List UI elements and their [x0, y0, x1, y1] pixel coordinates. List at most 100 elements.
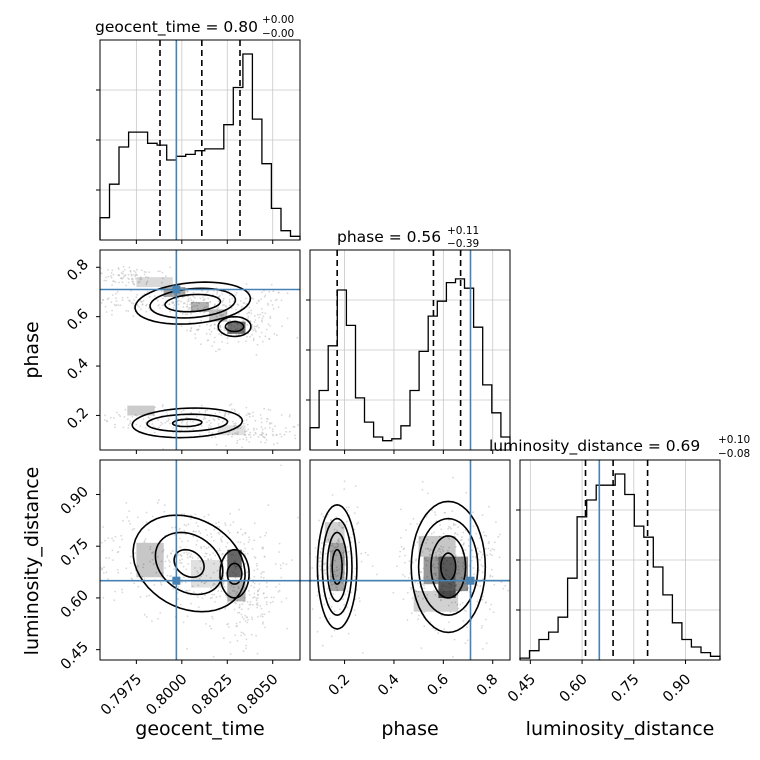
sample-point — [442, 550, 445, 553]
sample-point — [440, 555, 442, 557]
title-phase-minus: −0.39 — [447, 238, 479, 250]
sample-point — [245, 340, 247, 342]
sample-point — [343, 603, 346, 606]
sample-point — [225, 445, 227, 447]
sample-point — [236, 599, 239, 602]
density-cell — [438, 556, 456, 598]
x-axis-label-phase: phase — [381, 718, 438, 740]
sample-point — [135, 296, 138, 299]
sample-point — [324, 572, 326, 575]
sample-point — [288, 430, 291, 433]
sample-point — [267, 304, 270, 306]
sample-point — [148, 594, 151, 597]
sample-point — [198, 577, 201, 580]
sample-point — [427, 560, 429, 562]
sample-point — [173, 568, 176, 570]
sample-point — [222, 582, 225, 585]
sample-point — [259, 414, 262, 416]
x-tick-label: 0.4 — [375, 672, 403, 700]
sample-point — [480, 627, 483, 629]
sample-point — [151, 559, 154, 561]
contour-line — [131, 407, 244, 439]
sample-point — [434, 581, 436, 584]
sample-point — [181, 558, 184, 561]
sample-point — [183, 530, 186, 532]
sample-point — [203, 545, 206, 548]
sample-point — [218, 411, 221, 414]
sample-point — [434, 551, 437, 554]
sample-point — [121, 272, 124, 275]
sample-point — [280, 567, 282, 570]
sample-point — [499, 533, 501, 536]
sample-point — [245, 419, 248, 421]
sample-point — [138, 277, 141, 280]
sample-point — [208, 431, 211, 434]
sample-point — [239, 438, 241, 441]
sample-point — [346, 509, 349, 512]
sample-point — [238, 606, 241, 609]
sample-point — [453, 638, 456, 641]
sample-point — [478, 550, 481, 552]
sample-point — [443, 628, 445, 631]
sample-point — [105, 571, 108, 574]
sample-point — [229, 592, 231, 595]
sample-point — [207, 546, 210, 548]
sample-point — [234, 410, 237, 413]
sample-point — [353, 512, 356, 514]
sample-point — [185, 589, 188, 592]
sample-point — [199, 297, 202, 300]
sample-point — [353, 528, 356, 531]
sample-point — [245, 638, 248, 641]
contour-line — [146, 413, 229, 433]
sample-point — [344, 560, 347, 562]
sample-point — [481, 514, 484, 516]
sample-point — [142, 418, 145, 421]
sample-point — [398, 555, 401, 558]
sample-point — [186, 329, 188, 332]
sample-point — [335, 516, 338, 519]
sample-point — [245, 430, 248, 432]
histogram-geocent_time — [99, 53, 301, 240]
sample-point — [122, 265, 125, 268]
sample-point — [216, 293, 218, 295]
x-tick-label: 0.7975 — [98, 672, 145, 719]
sample-point — [246, 423, 249, 426]
sample-point — [262, 592, 265, 595]
sample-point — [461, 536, 463, 538]
sample-point — [429, 548, 432, 551]
sample-point — [420, 647, 423, 649]
sample-point — [216, 549, 219, 552]
contour-line — [224, 320, 245, 333]
sample-point — [264, 427, 267, 430]
sample-point — [135, 423, 138, 426]
sample-point — [269, 423, 271, 425]
y-tick-label: 0.90 — [58, 484, 92, 518]
sample-point — [156, 501, 159, 504]
sample-point — [481, 598, 484, 601]
sample-point — [208, 625, 211, 627]
sample-point — [297, 516, 299, 519]
sample-point — [461, 552, 464, 555]
sample-point — [331, 494, 334, 496]
sample-point — [335, 542, 338, 545]
sample-point — [339, 608, 341, 611]
sample-point — [211, 345, 214, 347]
sample-point — [225, 603, 228, 605]
sample-point — [265, 434, 268, 436]
sample-point — [239, 427, 242, 429]
sample-point — [249, 319, 252, 322]
sample-point — [463, 568, 465, 570]
sample-point — [466, 639, 469, 642]
sample-point — [162, 277, 164, 280]
sample-point — [122, 426, 125, 429]
sample-point — [471, 559, 473, 562]
sample-point — [147, 276, 150, 279]
sample-point — [460, 556, 463, 559]
sample-point — [481, 624, 484, 627]
sample-point — [194, 296, 196, 299]
sample-point — [244, 430, 247, 433]
sample-point — [133, 283, 136, 286]
sample-point — [131, 416, 134, 418]
sample-point — [172, 301, 175, 304]
sample-point — [255, 432, 257, 435]
